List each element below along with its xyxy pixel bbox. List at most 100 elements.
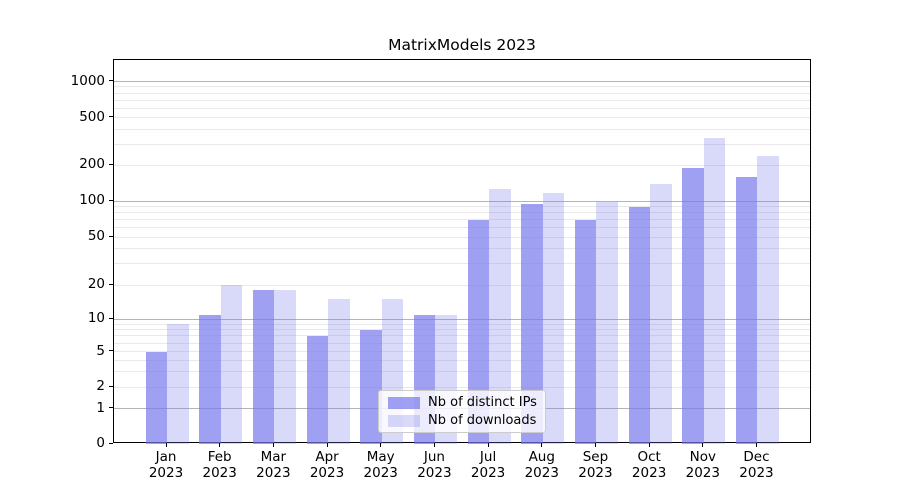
bar-distinct-ips-oct [628, 206, 651, 444]
y-tick-label-5: 5 [96, 342, 105, 359]
x-tick-month: Oct [637, 449, 661, 465]
x-tick-label-feb: Feb 2023 [185, 449, 255, 481]
gridline-minor-60 [114, 227, 810, 229]
gridline-minor-20 [114, 284, 810, 286]
x-tick-year: 2023 [470, 464, 506, 481]
x-tick-month: Jan [155, 449, 177, 465]
x-tick-label-nov: Nov 2023 [668, 449, 738, 481]
bar-downloads-sep [596, 202, 618, 444]
legend-label-distinct-ips: Nb of distinct IPs [428, 395, 537, 410]
x-tick-month: May [366, 449, 395, 465]
x-tick-year: 2023 [578, 464, 613, 481]
x-tick-month: Apr [315, 449, 339, 465]
x-tick-year: 2023 [202, 464, 237, 481]
bar-distinct-ips-may [360, 329, 382, 444]
x-tick-label-jul: Jul 2023 [453, 449, 523, 481]
gridline-minor-600 [114, 107, 810, 109]
bar-downloads-oct [650, 183, 672, 444]
gridline-minor-300 [114, 143, 810, 145]
bar-distinct-ips-aug [521, 203, 543, 444]
bar-downloads-jan [167, 324, 189, 444]
y-tick-label-2: 2 [96, 378, 105, 394]
x-tick-month: Nov [689, 449, 716, 465]
gridline-minor-6 [114, 342, 810, 344]
legend-label-downloads: Nb of downloads [428, 413, 537, 428]
x-tick-month: Aug [528, 449, 555, 465]
x-tick-label-jan: Jan 2023 [131, 449, 201, 481]
legend-entry-distinct-ips: Nb of distinct IPs [388, 395, 545, 410]
x-tick-label-sep: Sep 2023 [560, 449, 630, 481]
gridline-minor-70 [114, 219, 810, 221]
y-tick-label-200: 200 [79, 156, 105, 173]
gridline-minor-30 [114, 263, 810, 265]
y-tick-label-100: 100 [79, 192, 105, 208]
x-tick-year: 2023 [685, 464, 720, 481]
bar-downloads-jul [489, 188, 511, 444]
bar-downloads-feb [220, 285, 243, 444]
gridline-major-1000 [114, 81, 810, 82]
x-tick-label-aug: Aug 2023 [507, 449, 577, 481]
y-tick-label-500: 500 [79, 108, 105, 125]
bar-distinct-ips-nov [682, 167, 704, 444]
legend-entry-downloads: Nb of downloads [388, 413, 545, 428]
legend-swatch-downloads-icon [388, 414, 420, 427]
gridline-minor-40 [114, 248, 810, 250]
y-tick-label-50: 50 [87, 228, 105, 245]
y-tick-label-1000: 1000 [70, 72, 105, 89]
x-tick-year: 2023 [631, 464, 667, 481]
x-tick-label-may: May 2023 [346, 449, 416, 481]
gridline-minor-900 [114, 86, 810, 88]
x-tick-month: Jun [423, 449, 445, 465]
bar-downloads-nov [703, 138, 726, 444]
gridline-minor-400 [114, 128, 810, 130]
bar-downloads-mar [274, 290, 296, 444]
gridline-minor-800 [114, 92, 810, 94]
x-tick-year: 2023 [148, 464, 184, 481]
y-tick-label-20: 20 [87, 276, 105, 292]
x-tick-year: 2023 [739, 464, 774, 481]
gridline-minor-90 [114, 206, 810, 208]
bar-distinct-ips-jan [145, 351, 167, 444]
gridline-minor-5 [114, 351, 810, 353]
gridline-minor-80 [114, 212, 810, 214]
bar-downloads-aug [542, 192, 565, 444]
bar-downloads-dec [757, 155, 779, 444]
gridline-minor-3 [114, 370, 810, 372]
chart-title: MatrixModels 2023 [388, 36, 536, 54]
bar-distinct-ips-dec [735, 176, 758, 444]
x-tick-label-jun: Jun 2023 [399, 449, 469, 481]
gridline-minor-50 [114, 236, 810, 238]
plot-area [113, 59, 811, 444]
gridline-major-100 [114, 200, 810, 202]
bar-distinct-ips-mar [252, 290, 275, 444]
y-tick-label-1: 1 [96, 399, 105, 416]
x-tick-year: 2023 [309, 464, 345, 481]
x-tick-year: 2023 [363, 464, 398, 481]
x-tick-month: Dec [743, 449, 770, 465]
gridline-minor-8 [114, 329, 810, 331]
bar-downloads-apr [328, 299, 350, 444]
x-tick-year: 2023 [256, 464, 291, 481]
bar-distinct-ips-jul [467, 220, 490, 444]
x-tick-label-mar: Mar 2023 [238, 449, 308, 481]
x-tick-month: Jul [479, 449, 497, 465]
x-tick-year: 2023 [524, 464, 559, 481]
gridline-minor-200 [114, 164, 810, 166]
bar-distinct-ips-feb [199, 314, 221, 444]
y-tick-label-10: 10 [87, 310, 105, 327]
x-tick-label-oct: Oct 2023 [614, 449, 684, 481]
x-tick-label-dec: Dec 2023 [721, 449, 791, 481]
legend: Nb of distinct IPs Nb of downloads [378, 390, 546, 433]
x-tick-label-apr: Apr 2023 [292, 449, 362, 481]
gridline-major-10 [114, 318, 810, 320]
gridline-minor-700 [114, 99, 810, 101]
bar-distinct-ips-apr [306, 335, 329, 444]
x-tick-month: Feb [207, 449, 232, 465]
gridline-minor-9 [114, 323, 810, 325]
gridline-minor-2 [114, 386, 810, 388]
x-tick-month: Mar [260, 449, 287, 465]
x-tick-year: 2023 [417, 464, 452, 481]
legend-swatch-distinct-ips-icon [388, 396, 420, 409]
x-tick-month: Sep [582, 449, 609, 465]
